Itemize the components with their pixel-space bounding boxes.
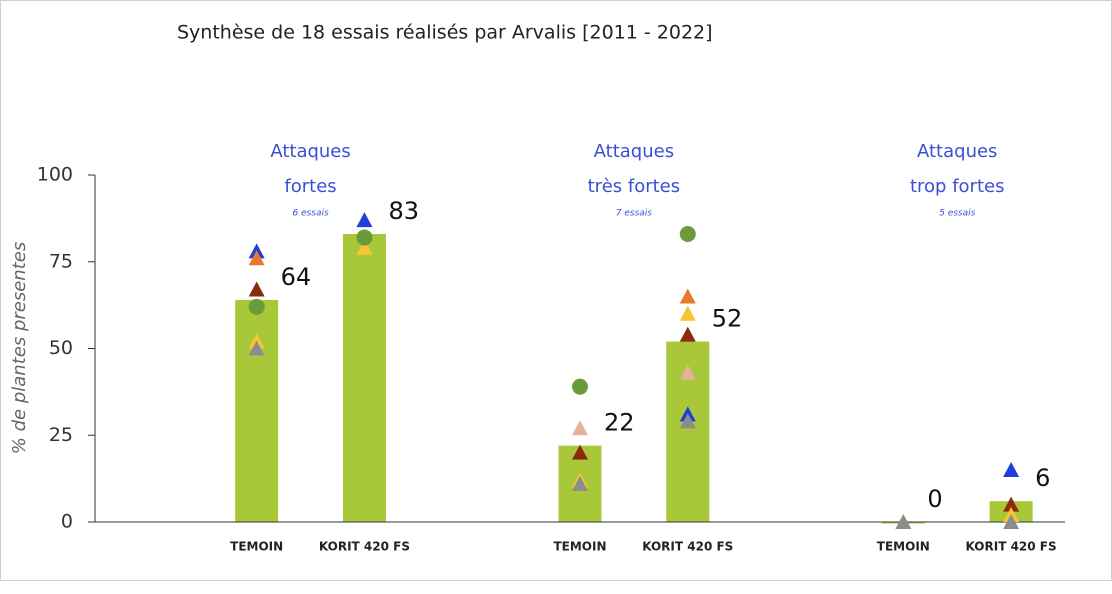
y-tick-label: 0 [61,511,73,533]
trial-point [895,514,912,529]
group-label: fortes [284,176,336,197]
trial-point [248,340,265,356]
y-tick-label: 100 [37,164,73,186]
trial-point [1003,514,1020,529]
value-label: 52 [712,305,743,333]
y-tick-label: 25 [49,424,73,446]
group-note: 7 essais [616,209,653,219]
group-label: Attaques [917,141,997,162]
trial-point [1003,496,1020,512]
bar [235,299,279,522]
trial-point [679,305,696,321]
trial-point [572,378,588,395]
trial-point [356,212,373,228]
chart-title: Synthèse de 18 essais réalisés par Arval… [177,22,713,44]
x-tick-label: KORIT 420 FS [966,540,1057,554]
trial-point [679,225,696,242]
x-tick-label: TEMOIN [877,540,930,554]
trial-point [679,413,696,429]
group-label: Attaques [270,141,350,162]
x-tick-label: KORIT 420 FS [642,540,733,554]
trial-point [356,239,373,255]
trial-point [572,444,588,460]
trial-point [572,420,588,436]
trial-point [679,288,696,304]
group-note: 6 essais [292,209,329,219]
value-label: 22 [604,409,635,437]
trial-point [679,326,696,342]
value-label: 64 [281,263,312,291]
trial-point [248,298,265,315]
bar [342,233,386,523]
trial-point [1003,461,1020,477]
y-tick-label: 50 [49,337,73,359]
trial-point [248,281,265,297]
trial-point [572,475,588,491]
value-label: 0 [927,485,942,513]
group-label: très fortes [588,176,681,197]
x-tick-label: KORIT 420 FS [319,540,410,554]
y-tick-label: 75 [49,250,73,272]
trial-point [248,250,265,266]
group-label: trop fortes [910,176,1004,197]
group-label: Attaques [594,141,674,162]
y-axis-label: % de plantes presentes [9,242,30,454]
value-label: 83 [388,197,419,225]
value-label: 6 [1035,464,1050,492]
group-note: 5 essais [939,209,976,219]
x-tick-label: TEMOIN [230,540,283,554]
x-tick-label: TEMOIN [553,540,606,554]
trial-point [356,229,373,246]
chart-frame [0,0,1112,581]
trial-point [679,364,696,380]
